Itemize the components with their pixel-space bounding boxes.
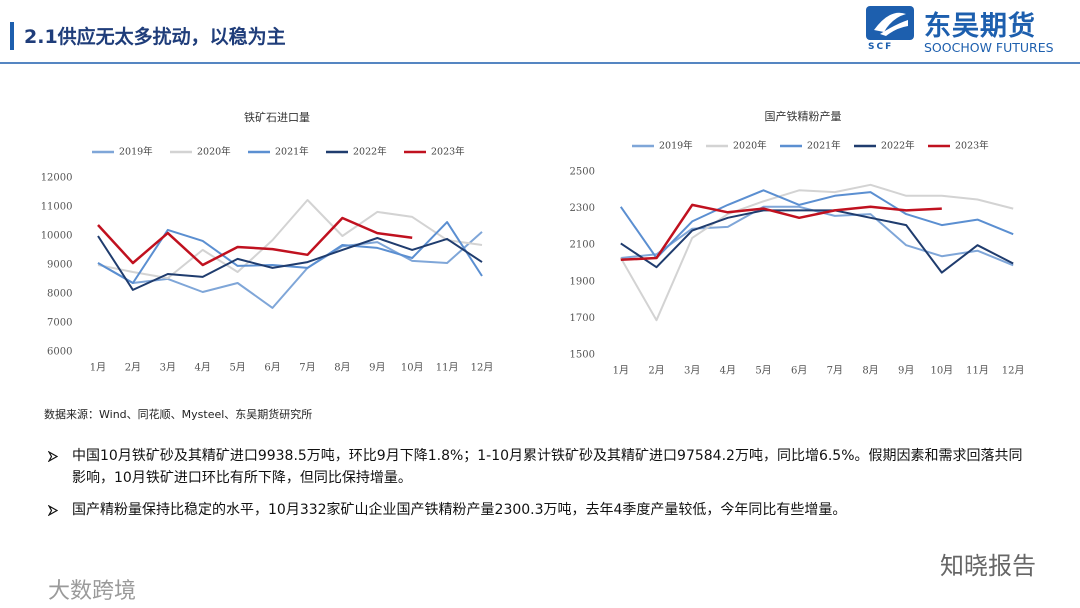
x-tick-label: 9月 xyxy=(369,362,385,374)
x-tick-label: 6月 xyxy=(264,362,280,374)
bullet-arrow xyxy=(48,451,58,462)
x-tick-label: 9月 xyxy=(898,365,914,377)
x-tick-label: 11月 xyxy=(966,365,989,377)
series-line xyxy=(619,189,1014,259)
x-tick-label: 2月 xyxy=(648,365,664,377)
x-tick-label: 11月 xyxy=(436,362,459,374)
x-tick-label: 6月 xyxy=(791,365,807,377)
legend-label: 2019年 xyxy=(659,140,693,152)
chart-title: 铁矿石进口量 xyxy=(244,111,310,124)
x-tick-label: 10月 xyxy=(401,362,424,374)
legend-label: 2021年 xyxy=(275,146,309,158)
charts: 铁矿石进口量 6000 7000 8000 9000 10000 11000 12000 1月 2… xyxy=(41,109,1025,377)
logo-icon xyxy=(866,6,914,40)
legend-label: 2019年 xyxy=(119,146,153,158)
x-tick-label: 12月 xyxy=(471,362,494,374)
legend-label: 2022年 xyxy=(881,140,915,152)
x-tick-label: 3月 xyxy=(160,362,176,374)
legend-label: 2023年 xyxy=(955,140,989,152)
series-line xyxy=(97,216,413,267)
x-tick-label: 8月 xyxy=(334,362,350,374)
x-tick-label: 7月 xyxy=(299,362,315,374)
watermark: 大数跨境 xyxy=(48,579,137,604)
bullet-text: 中国10月铁矿砂及其精矿进口9938.5万吨，环比9月下降1.8%；1-10月累… xyxy=(72,448,1023,486)
legend-label: 2020年 xyxy=(733,140,767,152)
series-line xyxy=(619,183,1014,322)
x-tick-label: 7月 xyxy=(827,365,843,377)
y-tick-label: 2100 xyxy=(570,240,595,251)
y-tick-label: 12000 xyxy=(41,173,73,184)
y-tick-label: 8000 xyxy=(47,289,72,300)
y-tick-label: 10000 xyxy=(41,231,73,242)
series-line xyxy=(620,203,942,262)
x-tick-label: 1月 xyxy=(613,365,629,377)
y-tick-label: 1500 xyxy=(570,350,595,361)
x-tick-label: 3月 xyxy=(684,365,700,377)
bullet-item: 国产精粉量保持比稳定的水平，10月332家矿山企业国产铁精粉产量2300.3万吨… xyxy=(48,499,1028,521)
legend-label: 2021年 xyxy=(807,140,841,152)
legend-label: 2023年 xyxy=(431,146,465,158)
y-tick-label: 2300 xyxy=(570,203,595,214)
series-line xyxy=(620,209,1014,274)
x-tick-label: 1月 xyxy=(90,362,106,374)
bullet-arrow xyxy=(48,505,58,516)
logo-subtitle: SOOCHOW FUTURES xyxy=(924,40,1054,55)
bullet-text: 国产精粉量保持比稳定的水平，10月332家矿山企业国产铁精粉产量2300.3万吨… xyxy=(72,502,847,518)
x-tick-label: 4月 xyxy=(720,365,736,377)
x-tick-label: 10月 xyxy=(930,365,953,377)
y-tick-label: 11000 xyxy=(41,202,73,213)
y-tick-label: 7000 xyxy=(47,318,72,329)
y-tick-label: 6000 xyxy=(47,347,72,358)
source-note: 数据来源：Wind、同花顺、Mysteel、东吴期货研究所 xyxy=(44,408,313,421)
series-line xyxy=(97,235,483,291)
watermark: 知晓报告 xyxy=(940,552,1036,580)
logo-mark: SCF xyxy=(868,42,894,52)
bullet-item: 中国10月铁矿砂及其精矿进口9938.5万吨，环比9月下降1.8%；1-10月累… xyxy=(48,445,1028,489)
title-bar xyxy=(10,22,14,50)
x-tick-label: 2月 xyxy=(125,362,141,374)
y-tick-label: 9000 xyxy=(47,260,72,271)
y-tick-label: 1900 xyxy=(570,276,595,287)
series-line xyxy=(620,205,1014,267)
x-tick-label: 8月 xyxy=(862,365,878,377)
y-tick-label: 1700 xyxy=(570,313,595,324)
chart-title: 国产铁精粉产量 xyxy=(765,109,842,123)
series-line xyxy=(97,231,483,309)
logo-name: 东吴期货 xyxy=(924,11,1036,42)
x-tick-label: 12月 xyxy=(1002,365,1025,377)
legend-label: 2022年 xyxy=(353,146,387,158)
x-tick-label: 4月 xyxy=(195,362,211,374)
y-tick-label: 2500 xyxy=(570,167,595,178)
legend-label: 2020年 xyxy=(197,146,231,158)
x-tick-label: 5月 xyxy=(755,365,771,377)
x-tick-label: 5月 xyxy=(229,362,245,374)
slide-title: 2.1供应无太多扰动，以稳为主 xyxy=(24,26,286,48)
